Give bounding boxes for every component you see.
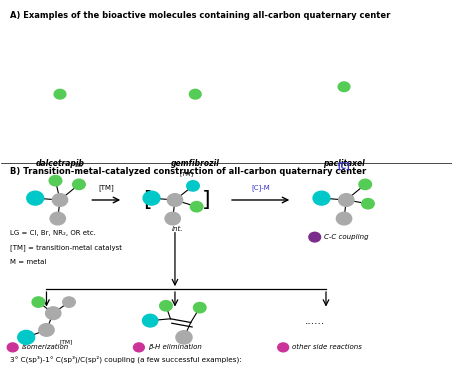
Circle shape [46, 307, 61, 319]
Text: paclitaxel: paclitaxel [323, 159, 365, 168]
Text: C-C coupling: C-C coupling [324, 234, 368, 240]
Circle shape [54, 89, 66, 99]
Circle shape [134, 343, 144, 352]
Text: other side reactions: other side reactions [292, 344, 362, 350]
Text: [C]-M: [C]-M [251, 184, 270, 191]
Text: isomerization: isomerization [22, 344, 69, 350]
Text: ......: ...... [305, 316, 325, 326]
Circle shape [278, 343, 289, 352]
Text: ]: ] [202, 190, 211, 210]
Text: β-H elimination: β-H elimination [148, 344, 202, 350]
Text: [TM]: [TM] [60, 339, 73, 344]
Circle shape [309, 232, 320, 242]
Circle shape [165, 212, 181, 225]
Circle shape [32, 297, 45, 307]
Circle shape [160, 301, 172, 311]
Circle shape [191, 202, 203, 212]
Circle shape [187, 181, 199, 191]
Circle shape [7, 343, 18, 352]
Circle shape [52, 194, 68, 206]
Circle shape [362, 199, 374, 209]
Circle shape [190, 89, 201, 99]
Circle shape [143, 191, 160, 205]
Circle shape [50, 212, 65, 225]
Text: [TM]: [TM] [98, 184, 114, 191]
Text: B) Transition-metal-catalyzed construction of all-carbon quaternary center: B) Transition-metal-catalyzed constructi… [10, 166, 367, 175]
Circle shape [193, 303, 206, 313]
Text: M = metal: M = metal [10, 260, 47, 266]
Circle shape [63, 297, 75, 307]
Circle shape [176, 331, 192, 344]
Text: [TM]: [TM] [179, 171, 193, 176]
Text: [TM] = transition-metal catalyst: [TM] = transition-metal catalyst [10, 245, 122, 251]
Text: LG = Cl, Br, NR₂, OR etc.: LG = Cl, Br, NR₂, OR etc. [10, 230, 96, 236]
Text: LG: LG [75, 163, 83, 168]
Circle shape [338, 82, 350, 92]
Circle shape [359, 179, 372, 190]
Text: A) Examples of the bioactive molecules containing all-carbon quaternary center: A) Examples of the bioactive molecules c… [10, 11, 391, 20]
Text: [: [ [143, 190, 151, 210]
Circle shape [27, 191, 44, 205]
Text: int.: int. [172, 226, 183, 232]
Circle shape [73, 179, 85, 190]
Circle shape [313, 191, 330, 205]
Text: [C]: [C] [337, 162, 350, 171]
Circle shape [337, 212, 352, 225]
Circle shape [143, 314, 158, 327]
Text: dalcetrapib: dalcetrapib [36, 159, 84, 168]
Circle shape [49, 175, 62, 186]
Text: 3° C(sp³)-1° C(sp³)/C(sp²) coupling (a few successful examples):: 3° C(sp³)-1° C(sp³)/C(sp²) coupling (a f… [10, 356, 242, 363]
Circle shape [167, 194, 182, 206]
Circle shape [18, 330, 35, 344]
Text: gemfibrozil: gemfibrozil [171, 159, 219, 168]
Circle shape [338, 194, 354, 206]
Circle shape [39, 324, 54, 336]
